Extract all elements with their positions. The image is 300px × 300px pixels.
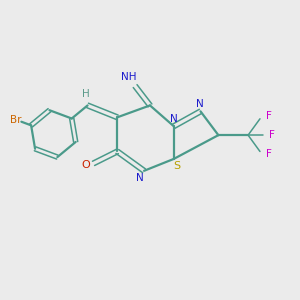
Text: N: N [136, 173, 143, 183]
Text: N: N [196, 99, 204, 109]
Text: O: O [82, 160, 91, 170]
Text: S: S [173, 161, 180, 171]
Text: F: F [266, 111, 272, 121]
Text: NH: NH [122, 72, 137, 82]
Text: N: N [170, 114, 178, 124]
Text: F: F [266, 149, 272, 160]
Text: H: H [82, 89, 90, 99]
Text: Br: Br [10, 115, 22, 124]
Text: F: F [269, 130, 275, 140]
